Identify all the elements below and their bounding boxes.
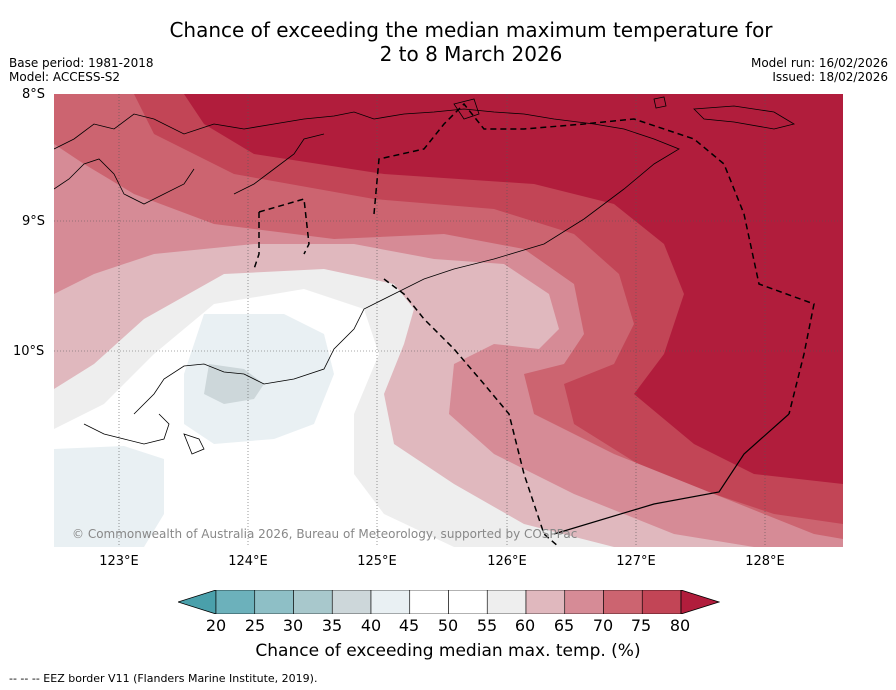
colorbar-tick-25: 25	[244, 616, 266, 635]
zone-45-south	[54, 446, 164, 547]
colorbar-tick-35: 35	[321, 616, 343, 635]
colorbar-extend-high	[680, 590, 720, 614]
lon-label-124e: 124°E	[228, 554, 268, 569]
colorbar-tick-20: 20	[205, 616, 227, 635]
colorbar-extend-low	[178, 590, 217, 614]
zone-40	[204, 364, 264, 404]
zone-45	[184, 314, 334, 444]
map-title: Chance of exceeding the median maximum t…	[0, 18, 896, 66]
colorbar-cell-11	[603, 590, 643, 614]
colorbar-cell-7	[448, 590, 488, 614]
lat-label-9s: 9°S	[22, 214, 46, 229]
colorbar-cells	[178, 590, 720, 614]
copyright-notice: © Commonwealth of Australia 2026, Bureau…	[72, 527, 578, 541]
colorbar-tick-65: 65	[553, 616, 575, 635]
meta-right: Model run: 16/02/2026 Issued: 18/02/2026	[751, 56, 888, 84]
lon-label-128e: 128°E	[745, 554, 785, 569]
lon-label-127e: 127°E	[616, 554, 656, 569]
map-area	[54, 94, 843, 547]
colorbar-tick-55: 55	[476, 616, 498, 635]
lon-label-123e: 123°E	[99, 554, 139, 569]
colorbar-tick-60: 60	[514, 616, 536, 635]
colorbar-cell-2	[254, 590, 294, 614]
graticule	[54, 94, 843, 547]
colorbar-tick-70: 70	[592, 616, 614, 635]
lat-label-8s: 8°S	[22, 87, 46, 102]
title-line-1: Chance of exceeding the median maximum t…	[169, 18, 773, 42]
base-period: Base period: 1981-2018	[9, 56, 154, 70]
colorbar-cell-10	[564, 590, 604, 614]
colorbar-cell-6	[409, 590, 449, 614]
model-run: Model run: 16/02/2026	[750, 56, 888, 70]
title-line-2: 2 to 8 March 2026	[379, 42, 563, 66]
colorbar-cell-9	[525, 590, 566, 614]
colorbar-cell-8	[486, 590, 527, 614]
lat-label-10s: 10°S	[13, 344, 45, 359]
lon-label-126e: 126°E	[487, 554, 527, 569]
colorbar-cell-1	[215, 590, 256, 614]
colorbar-cell-12	[641, 590, 682, 614]
colorbar-tick-30: 30	[282, 616, 304, 635]
colorbar-cell-5	[370, 590, 411, 614]
model-name: Model: ACCESS-S2	[9, 70, 121, 84]
meta-left: Base period: 1981-2018 Model: ACCESS-S2	[9, 56, 154, 84]
lon-label-125e: 125°E	[357, 554, 397, 569]
colorbar-tick-40: 40	[360, 616, 382, 635]
eez-border	[253, 102, 815, 547]
land-border	[553, 413, 790, 535]
colorbar-tick-75: 75	[630, 616, 652, 635]
colorbar	[178, 590, 720, 614]
colorbar-cell-4	[331, 590, 372, 614]
colorbar-tick-50: 50	[437, 616, 459, 635]
coastline	[54, 96, 796, 455]
colorbar-label: Chance of exceeding median max. temp. (%…	[255, 641, 641, 661]
eez-footnote: -- -- -- EEZ border V11 (Flanders Marine…	[9, 672, 318, 685]
colorbar-cell-3	[293, 590, 333, 614]
colorbar-tick-45: 45	[398, 616, 420, 635]
issued-date: Issued: 18/02/2026	[772, 70, 888, 84]
colorbar-tick-80: 80	[669, 616, 691, 635]
map-svg	[54, 94, 843, 547]
